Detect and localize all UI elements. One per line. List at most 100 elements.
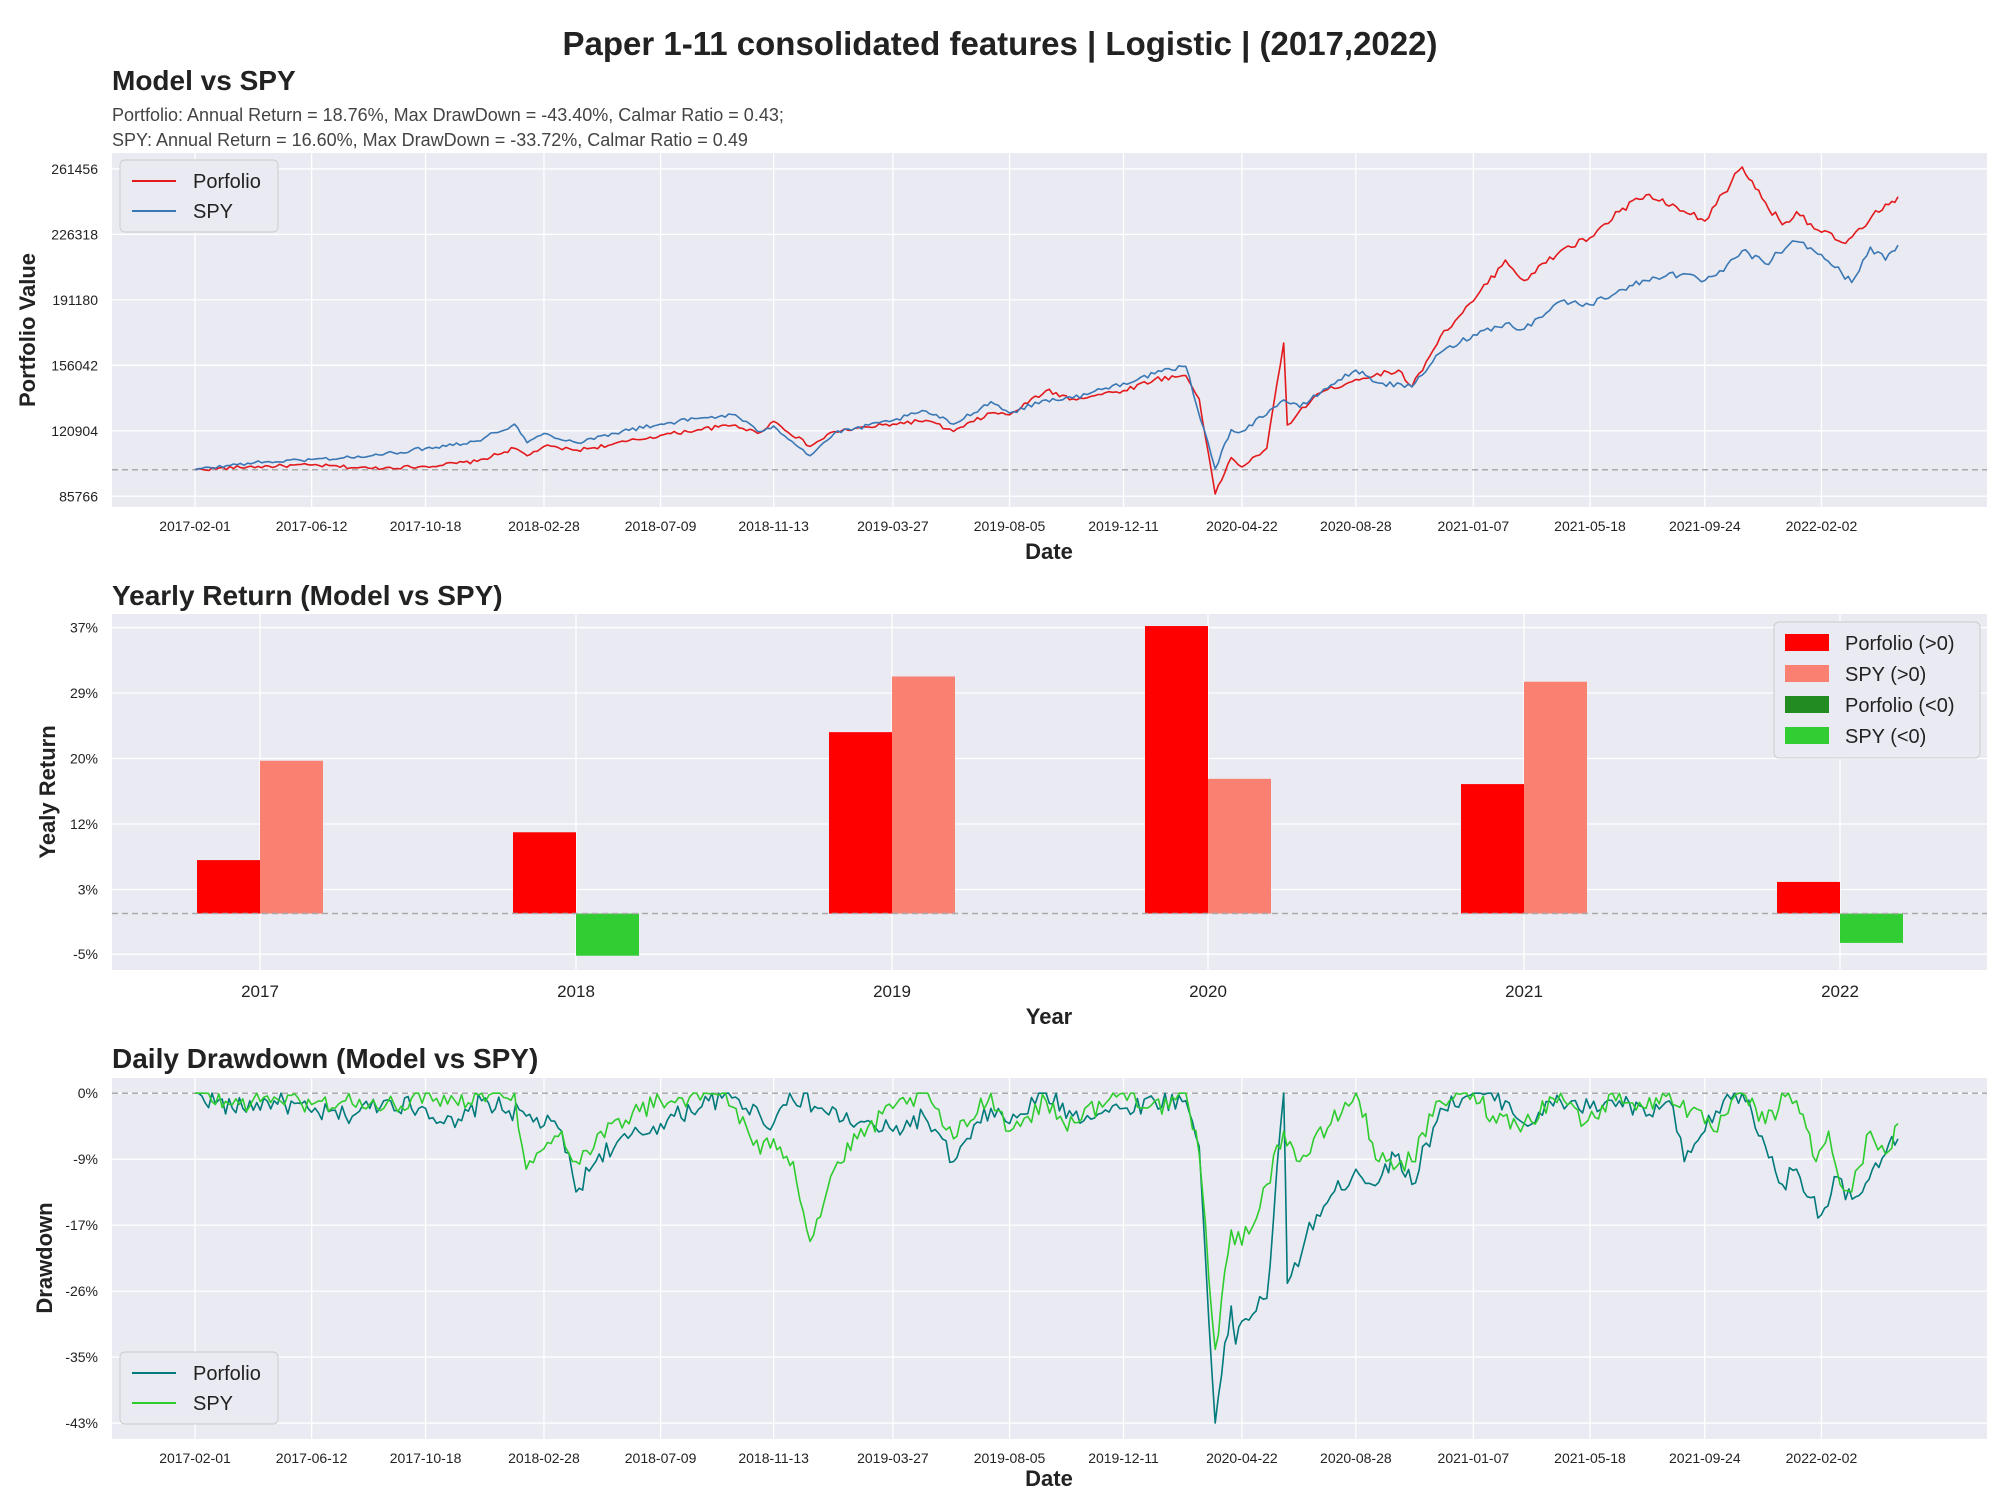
y-tick-label: 12% (70, 816, 98, 832)
x-tick-label: 2019-03-27 (857, 1450, 929, 1466)
x-tick-label: 2021-05-18 (1554, 518, 1626, 534)
drawdown-plot-area (112, 1078, 1987, 1439)
yearly-return-bars (197, 626, 1903, 956)
bar-porfolio-2019 (829, 732, 892, 914)
x-tick-label: 2019-12-11 (1088, 518, 1159, 534)
legend-swatch-spy-pos (1785, 665, 1829, 682)
drawdown-legend: Porfolio SPY (119, 1351, 279, 1425)
drawdown-ylabel: Drawdown (32, 1202, 57, 1313)
value-chart-legend-box (119, 159, 279, 233)
x-tick-label: 2020-04-22 (1206, 518, 1278, 534)
y-tick-label: 156042 (51, 357, 98, 373)
x-tick-label: 2020-08-28 (1320, 518, 1392, 534)
x-tick-label: 2018-11-13 (738, 518, 809, 534)
legend-label-spy: SPY (193, 201, 233, 223)
legend-swatch-portfolio-neg (1785, 696, 1829, 713)
bar-spy-2020 (1208, 778, 1271, 914)
series-line-porfolio (194, 166, 1899, 495)
x-tick-label: 2021-01-07 (1438, 518, 1510, 534)
figure-title: Paper 1-11 consolidated features | Logis… (563, 25, 1438, 62)
drawdown-panel: Daily Drawdown (Model vs SPY) 0% -9% -17% -… (32, 1043, 1987, 1491)
y-tick-label: -26% (65, 1283, 98, 1299)
x-tick-label: 2021-09-24 (1669, 518, 1741, 534)
x-tick-label: 2017-06-12 (276, 1450, 348, 1466)
x-tick-label: 2021-09-24 (1669, 1450, 1741, 1466)
value-chart-legend: Porfolio SPY (119, 159, 279, 233)
bar-porfolio-2020 (1145, 626, 1208, 914)
yearly-return-ylabel: Yealy Return (35, 725, 60, 858)
x-tick-label: 2021 (1505, 982, 1543, 1001)
yearly-return-x-ticks: 2017 2018 2019 2020 2021 2022 (241, 982, 1859, 1001)
legend-label-portfolio: Porfolio (193, 171, 261, 193)
drawdown-y-ticks: 0% -9% -17% -26% -35% -43% (65, 1085, 98, 1431)
bar-porfolio-2018 (513, 832, 576, 914)
y-tick-label: 120904 (51, 423, 98, 439)
x-tick-label: 2018-02-28 (508, 518, 580, 534)
x-tick-label: 2018-11-13 (738, 1450, 809, 1466)
x-tick-label: 2022-02-02 (1786, 1450, 1858, 1466)
x-tick-label: 2018-07-09 (625, 518, 697, 534)
y-tick-label: 37% (70, 620, 98, 636)
bar-spy-2019 (892, 676, 955, 914)
drawdown-xlabel: Date (1025, 1466, 1073, 1491)
yearly-return-title: Yearly Return (Model vs SPY) (112, 580, 503, 611)
x-tick-label: 2020-08-28 (1320, 1450, 1392, 1466)
y-tick-label: -5% (73, 946, 98, 962)
drawdown-legend-box (119, 1351, 279, 1425)
bar-porfolio-2017 (197, 860, 260, 914)
yearly-return-plot-area (112, 614, 1987, 970)
bar-spy-2022 (1840, 913, 1903, 943)
value-chart-grid (112, 153, 1987, 507)
y-tick-label: 20% (70, 751, 98, 767)
yearly-return-xlabel: Year (1026, 1004, 1073, 1029)
legend-label-spy: SPY (193, 1393, 233, 1415)
x-tick-label: 2020 (1189, 982, 1227, 1001)
legend-swatch-spy-neg (1785, 727, 1829, 744)
value-chart-plot-area (112, 153, 1987, 507)
value-chart-subtitle-portfolio: Portfolio: Annual Return = 18.76%, Max D… (112, 105, 784, 125)
value-chart-panel: Model vs SPY Portfolio: Annual Return = … (15, 65, 1987, 564)
x-tick-label: 2019-08-05 (974, 518, 1046, 534)
bar-porfolio-2022 (1777, 881, 1840, 914)
legend-label-spy-pos: SPY (>0) (1845, 664, 1926, 686)
value-chart-ylabel: Portfolio Value (15, 253, 40, 407)
x-tick-label: 2017-10-18 (390, 518, 462, 534)
drawdown-series (195, 1092, 1899, 1424)
bar-spy-2018 (576, 913, 639, 956)
x-tick-label: 2018-02-28 (508, 1450, 580, 1466)
x-tick-label: 2019-03-27 (857, 518, 929, 534)
y-tick-label: -17% (65, 1217, 98, 1233)
y-tick-label: 261456 (51, 161, 98, 177)
legend-label-portfolio: Porfolio (193, 1363, 261, 1385)
value-chart-subtitle-spy: SPY: Annual Return = 16.60%, Max DrawDow… (112, 130, 748, 150)
x-tick-label: 2019-12-11 (1088, 1450, 1159, 1466)
bar-porfolio-2021 (1461, 784, 1524, 914)
x-tick-label: 2019 (873, 982, 911, 1001)
series-line-porfolio (195, 1092, 1899, 1424)
bar-spy-2017 (260, 760, 323, 914)
legend-label-spy-neg: SPY (<0) (1845, 726, 1926, 748)
value-chart-title: Model vs SPY (112, 65, 296, 96)
x-tick-label: 2022-02-02 (1786, 518, 1858, 534)
yearly-return-panel: Yearly Return (Model vs SPY) -5% 3% 12% 20%… (35, 580, 1987, 1029)
y-tick-label: -35% (65, 1349, 98, 1365)
legend-label-portfolio-neg: Porfolio (<0) (1845, 695, 1955, 717)
x-tick-label: 2018-07-09 (625, 1450, 697, 1466)
x-tick-label: 2017-02-01 (159, 1450, 231, 1466)
yearly-return-y-ticks: -5% 3% 12% 20% 29% 37% (70, 620, 98, 963)
y-tick-label: 85766 (59, 488, 98, 504)
value-chart-series (194, 166, 1899, 495)
yearly-return-legend: Porfolio (>0) SPY (>0) Porfolio (<0) SPY… (1773, 621, 1981, 759)
value-chart-y-ticks: 85766 120904 156042 191180 226318 261456 (51, 161, 98, 504)
drawdown-title: Daily Drawdown (Model vs SPY) (112, 1043, 538, 1074)
legend-label-portfolio-pos: Porfolio (>0) (1845, 633, 1955, 655)
bar-spy-2021 (1524, 681, 1587, 914)
series-line-spy (194, 240, 1899, 471)
x-tick-label: 2017-02-01 (159, 518, 231, 534)
value-chart-x-ticks: 2017-02-01 2017-06-12 2017-10-18 2018-02-28… (159, 518, 1857, 534)
drawdown-x-ticks: 2017-02-01 2017-06-12 2017-10-18 2018-02-28… (159, 1450, 1857, 1466)
y-tick-label: 0% (78, 1085, 98, 1101)
legend-swatch-portfolio-pos (1785, 634, 1829, 651)
x-tick-label: 2021-05-18 (1554, 1450, 1626, 1466)
